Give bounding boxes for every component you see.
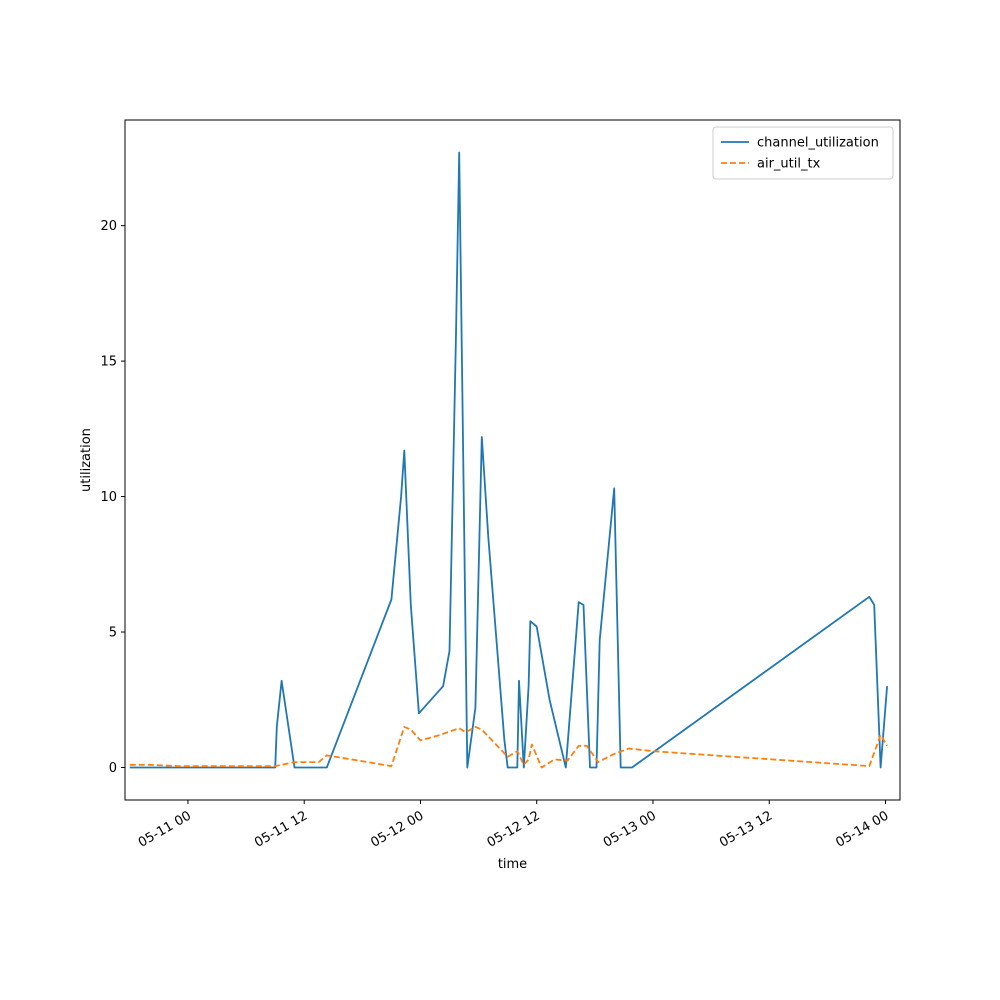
- y-tick-label: 20: [100, 219, 117, 234]
- legend-box: [712, 126, 894, 180]
- y-tick-label: 0: [109, 761, 117, 776]
- plot-area-frame: [124, 119, 901, 801]
- y-axis-label: utilization: [79, 428, 94, 492]
- legend-label: air_util_tx: [757, 157, 821, 172]
- legend-label: channel_utilization: [757, 136, 879, 151]
- legend: channel_utilization air_util_tx: [712, 126, 894, 180]
- y-tick-label: 15: [100, 355, 117, 370]
- y-tick-label: 5: [109, 626, 117, 641]
- series-layer: [129, 151, 888, 769]
- series-line-channel-utilization: [129, 151, 888, 769]
- y-axis-ticks: 0 5 10 15 20: [100, 219, 125, 776]
- y-tick-label: 10: [100, 490, 117, 505]
- series-line-air-util-tx: [129, 726, 888, 769]
- x-axis-label: time: [498, 857, 527, 872]
